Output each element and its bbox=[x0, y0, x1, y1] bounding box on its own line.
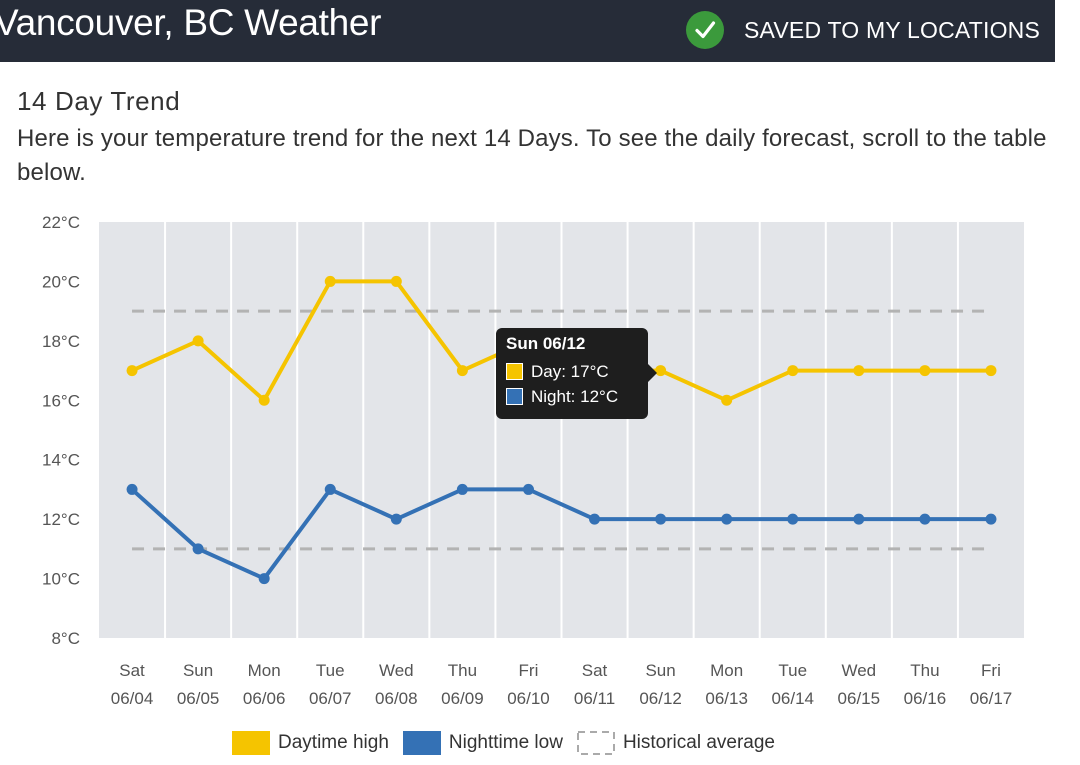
x-tick-day: Sun bbox=[183, 661, 213, 680]
y-tick-label: 12°C bbox=[42, 510, 80, 529]
data-point-nighttime-low bbox=[522, 483, 534, 495]
data-point-nighttime-low bbox=[985, 513, 997, 525]
legend-label: Daytime high bbox=[278, 732, 389, 753]
tooltip-night-row: Night: 12°C bbox=[506, 384, 638, 409]
y-tick-label: 8°C bbox=[51, 629, 80, 648]
x-tick-day: Fri bbox=[981, 661, 1001, 680]
y-tick-label: 16°C bbox=[42, 391, 80, 410]
legend-swatch-night bbox=[402, 731, 441, 755]
x-tick-date: 06/04 bbox=[111, 689, 154, 708]
x-tick-date: 06/05 bbox=[177, 689, 220, 708]
data-point-nighttime-low bbox=[324, 483, 336, 495]
x-tick-date: 06/12 bbox=[639, 689, 682, 708]
x-tick-date: 06/15 bbox=[838, 689, 881, 708]
chart-tooltip: Sun 06/12 Day: 17°C Night: 12°C bbox=[496, 328, 657, 419]
saved-location-status[interactable]: SAVED TO MY LOCATIONS bbox=[686, 10, 1040, 50]
tooltip-day-value: Day: 17°C bbox=[531, 361, 609, 381]
legend-swatch-day bbox=[232, 731, 270, 755]
legend-item-daytime-high[interactable]: Daytime high bbox=[232, 731, 389, 755]
chart-legend: Daytime high Nighttime low Historical av… bbox=[232, 728, 789, 758]
data-point-nighttime-low bbox=[456, 483, 468, 495]
data-point-nighttime-low bbox=[192, 543, 204, 555]
x-tick-day: Wed bbox=[379, 661, 414, 680]
tooltip-night-swatch bbox=[506, 388, 523, 405]
page-title: Vancouver, BC Weather bbox=[0, 2, 382, 43]
x-tick-date: 06/10 bbox=[507, 689, 550, 708]
legend-swatch-historical bbox=[576, 731, 615, 755]
y-tick-label: 20°C bbox=[42, 272, 80, 291]
data-point-daytime-high bbox=[126, 365, 138, 377]
x-tick-day: Sat bbox=[582, 661, 608, 680]
y-tick-label: 22°C bbox=[42, 213, 80, 232]
x-tick-day: Tue bbox=[778, 661, 807, 680]
x-tick-date: 06/16 bbox=[904, 689, 947, 708]
legend-item-historical-average[interactable]: Historical average bbox=[576, 731, 776, 755]
data-point-daytime-high bbox=[919, 365, 931, 377]
data-point-daytime-high bbox=[390, 275, 402, 287]
x-tick-day: Thu bbox=[448, 661, 477, 680]
saved-label: SAVED TO MY LOCATIONS bbox=[744, 16, 1041, 43]
data-point-nighttime-low bbox=[853, 513, 865, 525]
legend-label: Nighttime low bbox=[448, 732, 563, 753]
x-tick-date: 06/06 bbox=[243, 689, 286, 708]
data-point-nighttime-low bbox=[919, 513, 931, 525]
x-tick-day: Sun bbox=[645, 661, 675, 680]
tooltip-day-row: Day: 17°C bbox=[506, 359, 638, 384]
y-tick-label: 14°C bbox=[42, 451, 80, 470]
legend-label: Historical average bbox=[622, 732, 776, 753]
x-tick-day: Sat bbox=[119, 661, 145, 680]
data-point-daytime-high bbox=[655, 365, 667, 377]
x-tick-day: Wed bbox=[841, 661, 876, 680]
data-point-daytime-high bbox=[721, 394, 733, 406]
chart-canvas: 22°C 20°C 18°C 16°C 14°C 12°C 10°C 8°C Sat 06/04 S… bbox=[42, 213, 1024, 708]
data-point-daytime-high bbox=[192, 335, 204, 347]
legend-item-nighttime-low[interactable]: Nighttime low bbox=[402, 731, 563, 755]
tooltip-night-value: Night: 12°C bbox=[531, 386, 619, 406]
data-point-daytime-high bbox=[324, 275, 336, 287]
section-heading: 14 Day Trend bbox=[17, 86, 181, 116]
data-point-nighttime-low bbox=[589, 513, 601, 525]
y-tick-label: 10°C bbox=[42, 570, 80, 589]
temperature-trend-chart: 22°C 20°C 18°C 16°C 14°C 12°C 10°C 8°C Sat 06/04 S… bbox=[0, 195, 1060, 765]
series-line-nighttime-low bbox=[130, 487, 991, 581]
data-point-daytime-high bbox=[787, 365, 799, 377]
data-point-nighttime-low bbox=[126, 483, 138, 495]
x-tick-date: 06/08 bbox=[375, 689, 418, 708]
x-tick-day: Tue bbox=[316, 661, 345, 680]
x-tick-day: Thu bbox=[910, 661, 939, 680]
x-tick-day: Mon bbox=[710, 661, 743, 680]
data-point-nighttime-low bbox=[721, 513, 733, 525]
data-point-daytime-high bbox=[258, 394, 270, 406]
x-tick-day: Fri bbox=[519, 661, 539, 680]
tooltip-day-swatch bbox=[506, 363, 523, 380]
data-point-nighttime-low bbox=[258, 573, 270, 585]
page-header: Vancouver, BC Weather SAVED TO MY LOCATI… bbox=[0, 0, 1055, 62]
tooltip-title: Sun 06/12 bbox=[506, 334, 586, 353]
checkmark-icon bbox=[686, 11, 724, 49]
x-tick-date: 06/13 bbox=[705, 689, 748, 708]
data-point-nighttime-low bbox=[390, 513, 402, 525]
data-point-daytime-high bbox=[985, 365, 997, 377]
x-tick-day: Mon bbox=[248, 661, 281, 680]
x-tick-date: 06/07 bbox=[309, 689, 352, 708]
section-description: Here is your temperature trend for the n… bbox=[17, 125, 1047, 186]
x-tick-date: 06/09 bbox=[441, 689, 484, 708]
x-tick-date: 06/11 bbox=[574, 689, 615, 708]
y-tick-label: 18°C bbox=[42, 332, 80, 351]
x-tick-date: 06/14 bbox=[771, 689, 814, 708]
data-point-nighttime-low bbox=[655, 513, 667, 525]
data-point-daytime-high bbox=[853, 365, 865, 377]
x-tick-date: 06/17 bbox=[970, 689, 1013, 708]
data-point-daytime-high bbox=[456, 365, 468, 377]
data-point-nighttime-low bbox=[787, 513, 799, 525]
tooltip-arrow bbox=[648, 364, 657, 382]
